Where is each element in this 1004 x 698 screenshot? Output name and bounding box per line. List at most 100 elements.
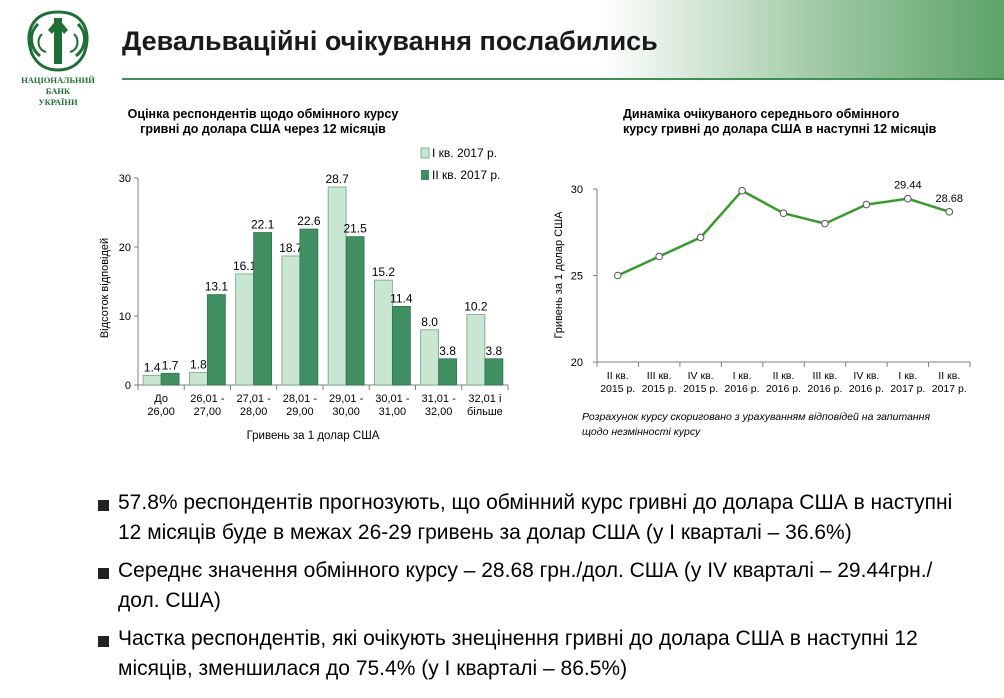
bullet-square-icon xyxy=(98,568,109,579)
bar-category-label: 31,00 xyxy=(379,406,407,418)
bar-value-label: 3.8 xyxy=(486,344,503,358)
bar-category-label: 30,01 - xyxy=(375,393,410,405)
bullet-text: Частка респондентів, які очікують знецін… xyxy=(118,627,918,680)
line-category-label: 2016 р. xyxy=(807,383,842,395)
line-point-label: 29.44 xyxy=(894,180,922,192)
line-chart-note-line2: щодо незмінності курсу xyxy=(582,426,701,438)
line-point xyxy=(904,194,912,203)
bar-category-label: 27,00 xyxy=(194,406,222,418)
line-series xyxy=(617,189,950,277)
line-point xyxy=(738,186,746,195)
bar-value-label: 8.0 xyxy=(421,315,438,329)
bar-value-label: 15.2 xyxy=(372,265,396,279)
bar-value-label: 11.4 xyxy=(390,291,413,305)
line-point xyxy=(655,252,663,261)
line-point xyxy=(779,209,788,218)
bullet-square-icon xyxy=(98,500,109,511)
bar-q1 xyxy=(235,273,255,386)
bullet-list: 57.8% респондентів прогнозують, що обмін… xyxy=(98,488,978,692)
line-category-label: І кв. xyxy=(898,370,917,382)
bullet-item: 57.8% респондентів прогнозують, що обмін… xyxy=(98,488,978,548)
line-category-label: IV кв. xyxy=(688,370,714,382)
line-category-label: 2015 р. xyxy=(600,383,635,395)
bar-y-tick-label: 30 xyxy=(119,173,131,185)
bar-value-label: 21.5 xyxy=(343,222,367,236)
bullet-text: 57.8% респондентів прогнозують, що обмін… xyxy=(118,491,953,544)
bar-category-label: 30,00 xyxy=(332,406,360,418)
bar-x-axis-label: Гривень за 1 долар США xyxy=(247,430,380,442)
bar-value-label: 1.7 xyxy=(162,358,179,372)
bar-y-axis-label: Відсоток відповідей xyxy=(99,238,111,338)
logo-text-line2: БАНК xyxy=(45,86,71,96)
line-category-label: ІІІ кв. xyxy=(647,370,672,382)
bar-category-label: 29,00 xyxy=(286,406,314,418)
line-chart-title-line2: курсу гривні до долара США в наступні 12… xyxy=(623,122,937,136)
bar-y-tick-label: 0 xyxy=(125,380,131,392)
bar-category-label: 26,00 xyxy=(147,406,175,418)
bar-q2 xyxy=(484,358,504,386)
bar-category-label: більше xyxy=(467,406,503,418)
bar-value-label: 18.7 xyxy=(279,241,303,255)
line-chart: Динаміка очікуваного середнього обмінног… xyxy=(553,107,971,438)
bar-category-label: 32,00 xyxy=(425,406,453,418)
bar-y-tick-label: 10 xyxy=(119,311,131,323)
bullet-text: Середнє значення обмінного курсу – 28.68… xyxy=(118,559,933,612)
line-category-label: 2016 р. xyxy=(766,383,801,395)
header-gradient xyxy=(600,0,1004,80)
line-category-label: ІІІ кв. xyxy=(813,370,838,382)
bar-category-label: 32,01 і xyxy=(468,393,501,405)
logo-text: НАЦІОНАЛЬНИЙ БАНК УКРАЇНИ xyxy=(2,75,114,108)
bar-q1 xyxy=(188,372,208,386)
bar-q2 xyxy=(438,358,458,386)
bar-category-label: 28,01 - xyxy=(283,393,318,405)
line-point xyxy=(862,200,871,209)
legend-label-q1: І кв. 2017 р. xyxy=(432,146,497,160)
line-category-label: 2016 р. xyxy=(725,383,760,395)
bar-q2 xyxy=(253,232,273,386)
bar-category-label: 27,01 - xyxy=(237,393,272,405)
line-point xyxy=(696,233,705,242)
legend-swatch-q2 xyxy=(421,170,429,180)
bar-q1 xyxy=(466,314,486,386)
nbu-logo xyxy=(2,4,114,114)
line-category-label: І кв. xyxy=(733,370,752,382)
line-chart-title-line1: Динаміка очікуваного середнього обмінног… xyxy=(623,107,900,121)
bar-value-label: 1.4 xyxy=(144,360,161,374)
line-category-label: ІІ кв. xyxy=(773,370,795,382)
line-category-label: ІІ кв. xyxy=(607,370,629,382)
logo-text-line3: УКРАЇНИ xyxy=(38,97,78,107)
bar-y-tick-label: 20 xyxy=(119,242,131,254)
bullet-item: Середнє значення обмінного курсу – 28.68… xyxy=(98,556,978,616)
legend-label-q2: ІІ кв. 2017 р. xyxy=(432,168,500,182)
bar-q2 xyxy=(206,294,226,386)
bar-value-label: 28.7 xyxy=(325,172,349,186)
header-divider xyxy=(122,78,1004,80)
line-category-label: 2017 р. xyxy=(890,383,925,395)
bar-value-label: 22.6 xyxy=(297,214,321,228)
bar-chart-title-line2: гривні до долара США через 12 місяців xyxy=(140,122,386,136)
bar-q1 xyxy=(281,255,301,386)
bar-q1 xyxy=(420,329,440,386)
bar-value-label: 1.8 xyxy=(190,358,207,372)
line-y-tick-label: 30 xyxy=(571,184,583,196)
line-category-label: ІІ кв. xyxy=(938,370,960,382)
bar-category-label: До xyxy=(154,393,168,405)
line-point xyxy=(613,271,622,280)
bar-category-label: 26,01 - xyxy=(190,393,225,405)
bar-chart: Оцінка респондентів щодо обмінного курсу… xyxy=(99,107,509,442)
bar-value-label: 3.8 xyxy=(439,344,456,358)
line-point-label: 28.68 xyxy=(936,193,964,205)
bar-q2 xyxy=(299,228,319,386)
line-category-label: 2015 р. xyxy=(683,383,718,395)
line-category-label: IV кв. xyxy=(853,370,879,382)
bar-q2 xyxy=(391,305,411,386)
line-point xyxy=(821,219,829,228)
bullet-item: Частка респондентів, які очікують знецін… xyxy=(98,624,978,684)
bar-value-label: 22.1 xyxy=(251,218,275,232)
line-point xyxy=(945,208,954,216)
bar-legend: І кв. 2017 р. ІІ кв. 2017 р. xyxy=(420,146,500,182)
bar-category-label: 31,01 - xyxy=(422,393,457,405)
line-y-tick-label: 25 xyxy=(571,271,583,283)
line-category-label: 2016 р. xyxy=(849,383,884,395)
